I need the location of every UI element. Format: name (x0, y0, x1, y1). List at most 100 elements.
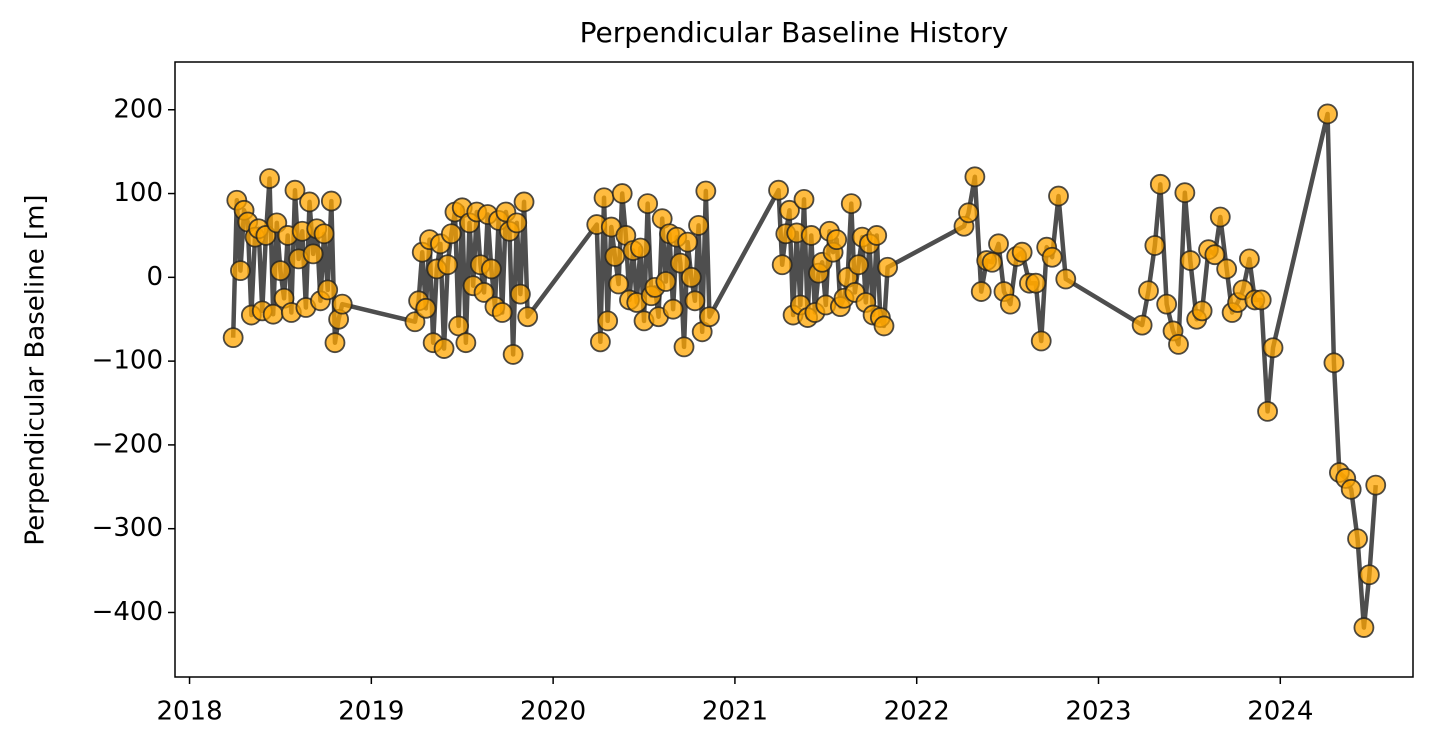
point (502, 344, 524, 365)
point (270, 260, 291, 282)
point (589, 331, 611, 353)
point (1340, 478, 1362, 500)
point (437, 254, 459, 276)
point (826, 229, 848, 251)
point (655, 271, 677, 292)
point (695, 180, 717, 202)
point (284, 179, 306, 201)
point (964, 166, 986, 188)
point (611, 183, 633, 204)
x-tick-label: 2024 (1247, 697, 1313, 727)
point (629, 237, 651, 259)
point (313, 223, 335, 245)
point (1131, 314, 1153, 336)
point (873, 315, 895, 337)
point (331, 293, 353, 315)
point (1191, 300, 1213, 322)
point (677, 231, 699, 253)
y-tick-label: 200 (113, 94, 163, 124)
x-tick-label: 2018 (156, 697, 222, 727)
point (1209, 206, 1231, 228)
point (1347, 528, 1368, 550)
x-tick-label: 2023 (1065, 697, 1131, 727)
point (1041, 246, 1063, 268)
point (1250, 289, 1272, 311)
point (513, 191, 535, 213)
y-tick-label: 100 (113, 178, 163, 208)
point (1317, 103, 1338, 125)
point (299, 191, 320, 213)
point (1055, 268, 1077, 290)
point (317, 279, 339, 301)
point (771, 254, 793, 276)
point (958, 202, 979, 224)
point (1030, 330, 1052, 352)
point (1144, 235, 1166, 256)
point (593, 187, 615, 209)
point (1353, 617, 1375, 638)
y-tick-label: −300 (92, 513, 163, 543)
point (1216, 258, 1238, 280)
point (793, 189, 815, 210)
point (688, 214, 709, 236)
point (1025, 272, 1047, 294)
point (455, 332, 477, 354)
point (1365, 474, 1387, 496)
point (662, 298, 684, 320)
point (1204, 244, 1226, 266)
y-tick-label: −100 (92, 346, 163, 376)
point (684, 290, 706, 312)
point (1156, 293, 1178, 315)
point (259, 168, 280, 189)
point (1238, 248, 1260, 270)
point (608, 273, 629, 295)
point (222, 327, 244, 349)
x-tick-label: 2020 (520, 697, 586, 727)
x-tick-label: 2021 (702, 697, 768, 727)
point (1048, 185, 1069, 207)
point (517, 306, 539, 328)
point (1138, 280, 1159, 302)
point (1168, 333, 1189, 355)
point (510, 283, 531, 305)
point (877, 256, 899, 278)
point (866, 225, 888, 246)
point (415, 297, 437, 319)
point (1179, 250, 1201, 271)
point (981, 251, 1003, 273)
x-tick-label: 2019 (338, 697, 404, 727)
point (480, 258, 502, 280)
point (1174, 182, 1196, 204)
point (324, 332, 346, 354)
point (491, 302, 513, 323)
point (1323, 352, 1345, 374)
point (840, 193, 862, 215)
point (1257, 400, 1278, 422)
point (1262, 337, 1284, 359)
y-tick-label: −200 (92, 429, 163, 459)
point (230, 260, 251, 282)
point (302, 243, 324, 265)
point (800, 225, 822, 246)
point (848, 254, 869, 276)
point (1011, 241, 1033, 263)
point (699, 306, 720, 328)
point (669, 252, 691, 274)
point (433, 338, 455, 359)
x-tick-label: 2022 (884, 697, 950, 727)
point (673, 336, 695, 358)
point (779, 199, 800, 221)
point (768, 179, 789, 201)
point (597, 310, 619, 332)
point (320, 190, 342, 212)
point (404, 311, 426, 333)
y-axis-label: Perpendicular Baseline [m] (21, 194, 51, 545)
point (604, 245, 626, 267)
point (506, 212, 528, 234)
point (1358, 564, 1380, 586)
plot-frame (174, 61, 1414, 678)
point (637, 193, 659, 215)
point (999, 293, 1021, 315)
